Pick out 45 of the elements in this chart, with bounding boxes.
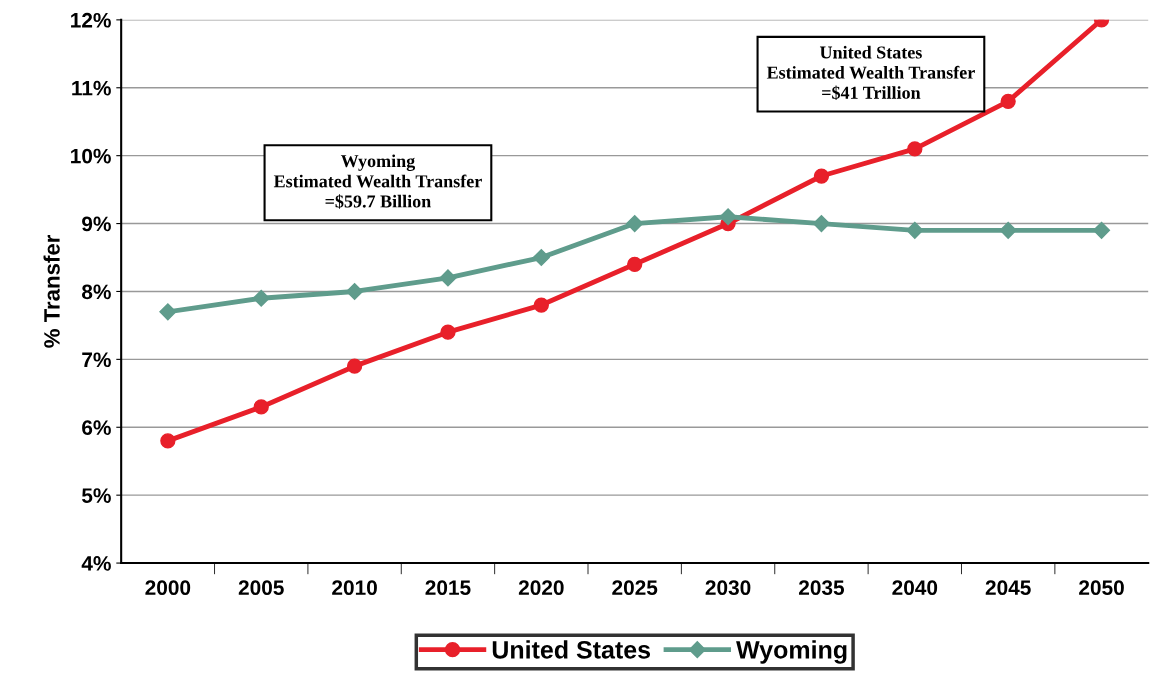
x-tick-label: 2010 — [332, 580, 377, 596]
point — [626, 215, 644, 233]
y-tick-label: 4% — [81, 556, 111, 571]
y-tick-label: 8% — [82, 284, 111, 300]
y-tick-label: 6% — [82, 420, 111, 436]
y-tick-label: 5% — [81, 488, 111, 503]
point — [812, 215, 830, 233]
point — [906, 221, 924, 239]
point — [346, 282, 364, 301]
annotation: Wyoming Estimated Wealth Transfer =$59.7 Billion — [273, 154, 482, 209]
y-tick-label: 11% — [72, 80, 111, 96]
point — [813, 168, 830, 184]
x-tick-label: 2040 — [892, 580, 938, 596]
point — [1092, 221, 1111, 239]
point — [160, 433, 176, 449]
x-tick-label: 2030 — [705, 580, 751, 596]
legend-label: United States — [492, 640, 651, 659]
legend-label: Wyoming — [736, 640, 847, 664]
x-tick-label: 2050 — [1079, 580, 1124, 596]
point — [159, 303, 177, 321]
annotation: United States Estimated Wealth Transfer =$41 Trillion — [766, 45, 975, 101]
point — [346, 358, 363, 374]
y-tick-label: 12% — [71, 12, 111, 28]
point — [627, 256, 643, 272]
point — [999, 221, 1017, 239]
x-tick-label: 2035 — [798, 580, 845, 596]
x-tick-label: 2045 — [985, 580, 1031, 596]
x-tick-label: 2015 — [425, 580, 471, 596]
y-tick-label: 10% — [71, 148, 111, 164]
point — [252, 289, 270, 307]
x-tick-label: 2020 — [518, 580, 564, 596]
point — [439, 269, 457, 287]
y-tick-label: 9% — [82, 216, 111, 232]
x-tick-label: 2025 — [612, 580, 658, 596]
point — [907, 141, 923, 157]
point — [1000, 93, 1016, 109]
point — [533, 297, 549, 313]
x-tick-label: 2005 — [238, 580, 284, 596]
x-tick-label: 2000 — [145, 580, 191, 596]
point — [253, 399, 269, 415]
y-axis-title: % Transfer — [43, 234, 60, 348]
point — [719, 208, 737, 226]
point — [532, 248, 550, 267]
point — [440, 324, 456, 340]
y-tick-label: 7% — [82, 352, 111, 368]
